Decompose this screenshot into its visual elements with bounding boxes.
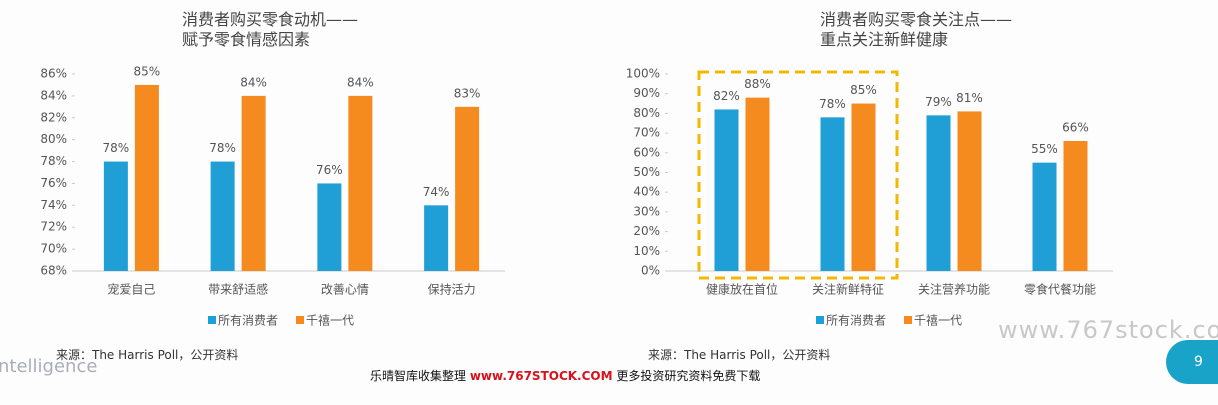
bar (241, 95, 266, 271)
bar (957, 111, 982, 272)
y-tick-label: 60% (633, 145, 660, 159)
value-label: 74% (423, 185, 450, 199)
bar (317, 183, 342, 271)
brand: ntelligence (0, 356, 98, 377)
y-tick-label: 80% (40, 132, 67, 146)
footer-text: 更多投资研究资料免费下载 (612, 369, 761, 383)
value-label: 84% (240, 75, 267, 89)
x-tick-label: 健康放在首位 (706, 282, 778, 297)
value-label: 79% (925, 95, 952, 109)
bar (851, 103, 876, 271)
y-tick-label: 10% (633, 244, 660, 258)
y-tick-label: 40% (633, 185, 660, 199)
y-tick-label: 70% (40, 242, 67, 256)
legend-swatch (296, 316, 305, 324)
y-tick-label: 76% (40, 176, 67, 190)
bar (103, 161, 128, 271)
value-label: 82% (713, 89, 740, 103)
legend-swatch (816, 316, 824, 324)
value-label: 83% (454, 86, 481, 100)
bar (926, 115, 951, 272)
value-label: 78% (819, 97, 846, 111)
x-tick-label: 宠爱自己 (107, 282, 155, 297)
y-tick-label: 68% (40, 264, 67, 278)
y-tick-label: 100% (626, 67, 660, 81)
value-label: 78% (209, 141, 236, 155)
bar (210, 161, 235, 271)
legend-label: 千禧一代 (914, 314, 962, 328)
x-tick-label: 带来舒适感 (208, 282, 268, 297)
footer: 乐晴智库收集整理 www.767STOCK.COM 更多投资研究资料免费下载 (370, 367, 760, 384)
value-label: 85% (850, 83, 877, 97)
legend-label: 所有消费者 (218, 314, 278, 328)
y-tick-label: 86% (40, 67, 67, 81)
source: 来源：The Harris Poll，公开资料 (56, 348, 239, 362)
value-label: 78% (103, 141, 130, 155)
x-tick-label: 保持活力 (428, 282, 476, 297)
y-tick-label: 82% (40, 110, 67, 124)
value-label: 55% (1031, 142, 1058, 156)
value-label: 66% (1062, 120, 1089, 134)
y-tick-label: 72% (40, 220, 67, 234)
bar (424, 205, 449, 271)
bar (455, 106, 480, 271)
footer-text: 乐晴智库收集整理 (370, 369, 470, 383)
chart-title: 消费者购买零食动机—— 赋予零食情感因素 (182, 10, 359, 49)
value-label: 76% (316, 163, 343, 177)
bar (348, 95, 373, 271)
bar (1063, 140, 1088, 271)
value-label: 85% (134, 64, 161, 78)
bar (714, 109, 739, 272)
footer-link: www.767STOCK.COM (469, 369, 613, 383)
y-tick-label: 50% (633, 165, 660, 179)
x-tick-label: 改善心情 (321, 282, 369, 297)
bar (134, 84, 159, 271)
value-label: 84% (347, 75, 374, 89)
y-tick-label: 78% (40, 154, 67, 168)
x-tick-label: 零食代餐功能 (1024, 282, 1096, 297)
legend-label: 所有消费者 (826, 314, 886, 328)
legend-label: 千禧一代 (306, 314, 354, 328)
x-tick-label: 关注营养功能 (918, 282, 990, 297)
page-number: 9 (1166, 340, 1218, 384)
y-tick-label: 80% (633, 106, 660, 120)
source: 来源：The Harris Poll，公开资料 (648, 348, 831, 362)
y-tick-label: 90% (633, 86, 660, 100)
y-tick-label: 74% (40, 198, 67, 212)
y-tick-label: 30% (633, 204, 660, 218)
value-label: 81% (956, 91, 983, 105)
bar (1032, 162, 1057, 271)
value-label: 88% (744, 77, 771, 91)
y-tick-label: 70% (633, 126, 660, 140)
x-tick-label: 关注新鲜特征 (812, 282, 884, 297)
y-tick-label: 84% (40, 88, 67, 102)
bar (745, 97, 770, 271)
watermark: www.767stock.com (998, 316, 1218, 344)
y-tick-label: 20% (633, 224, 660, 238)
legend-swatch (208, 316, 216, 324)
bar (820, 117, 845, 271)
chart-title: 消费者购买零食关注点—— 重点关注新鲜健康 (820, 10, 1013, 49)
legend-swatch (904, 316, 913, 324)
highlight-box (697, 70, 899, 280)
y-tick-label: 0% (641, 264, 660, 278)
